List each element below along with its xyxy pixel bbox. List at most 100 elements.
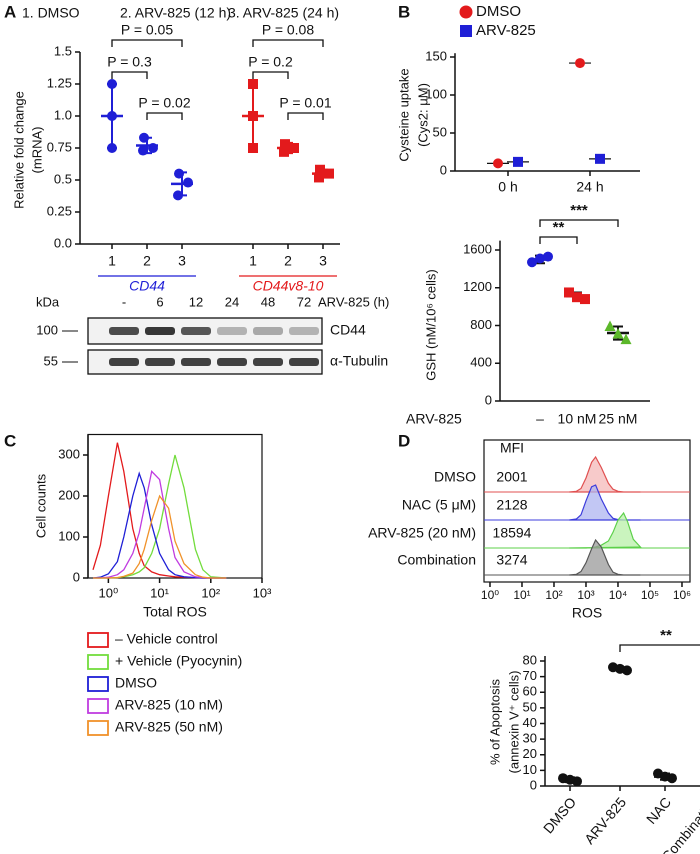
y-tick-label: 0 <box>485 392 492 407</box>
legend-swatch <box>87 698 109 714</box>
panel-label: A <box>4 2 16 21</box>
y-axis-label: (mRNA) <box>29 127 44 174</box>
y-tick-label: 80 <box>523 652 537 667</box>
y-axis-label: % of Apoptosis <box>487 679 502 765</box>
condition-label: 1. DMSO <box>22 5 80 21</box>
x-tick-label: 2 <box>284 253 292 269</box>
row-label: ARV-825 (20 nM) <box>368 525 476 541</box>
x-tick-label: 3 <box>178 253 186 269</box>
x-axis-label: Total ROS <box>143 604 207 620</box>
y-axis-label: Cysteine uptake <box>396 68 411 161</box>
y-tick-label: 0.25 <box>47 203 72 218</box>
legend-label: ARV-825 (50 nM) <box>115 719 223 735</box>
panel-label: B <box>398 2 410 21</box>
y-tick-label: 1.0 <box>54 107 72 122</box>
significance-label: P = 0.2 <box>248 54 293 70</box>
y-tick-label: 800 <box>470 317 492 332</box>
x-tick-label: 10⁴ <box>609 588 628 602</box>
x-tick-label: ARV-825 <box>581 794 629 847</box>
y-tick-label: 40 <box>523 715 537 730</box>
y-tick-label: 50 <box>433 124 447 139</box>
y-tick-label: 100 <box>58 528 80 543</box>
significance-label: ** <box>660 627 672 644</box>
y-tick-label: 0 <box>73 569 80 584</box>
x-tick-label: 10² <box>545 588 562 602</box>
y-tick-label: 300 <box>58 446 80 461</box>
significance-label: *** <box>570 202 588 219</box>
significance-bracket <box>252 39 324 47</box>
y-tick-label: 0 <box>440 162 447 177</box>
blot-treatment: ARV-825 (h) <box>318 294 389 309</box>
data-point <box>572 292 582 303</box>
row-label: NAC (5 μM) <box>402 497 476 513</box>
x-tick-label: 24 h <box>576 179 603 195</box>
legend-label: – Vehicle control <box>115 631 218 647</box>
histogram-area <box>569 538 641 576</box>
legend-label: ARV-825 (10 nM) <box>115 697 223 713</box>
significance-label: P = 0.3 <box>107 54 152 70</box>
significance-bracket <box>146 112 183 120</box>
legend-marker <box>459 5 473 19</box>
data-point <box>513 156 523 167</box>
x-tick-label: 1 <box>249 253 257 269</box>
error-bar <box>107 83 117 149</box>
panel-label: D <box>398 431 410 450</box>
x-tick-label: 25 nM <box>599 411 638 427</box>
lane-label: 24 <box>225 294 239 309</box>
group-label: CD44 <box>129 278 165 294</box>
significance-bracket <box>111 71 148 79</box>
y-tick-label: 30 <box>523 731 537 746</box>
significance-bracket <box>252 71 289 79</box>
blot-band <box>253 327 283 335</box>
blot-band <box>289 358 319 366</box>
error-bar <box>177 171 187 197</box>
histogram-area <box>569 511 642 549</box>
x-tick-label: 3 <box>319 253 327 269</box>
data-point <box>280 139 290 150</box>
legend-label: + Vehicle (Pyocynin) <box>115 653 242 669</box>
legend-swatch <box>87 720 109 736</box>
y-tick-label: 50 <box>523 699 537 714</box>
data-point <box>527 257 537 268</box>
x-tick-label: DMSO <box>540 794 579 837</box>
y-tick-label: 0.0 <box>54 235 72 250</box>
data-point <box>279 146 289 157</box>
y-tick-label: 0.75 <box>47 139 72 154</box>
x-tick-label: 10¹ <box>513 588 530 602</box>
row-label: DMSO <box>434 469 476 485</box>
data-point <box>595 153 605 164</box>
mfi-value: 2128 <box>496 497 527 513</box>
x-tick-label: 1 <box>108 253 116 269</box>
data-point <box>615 663 625 674</box>
protein-label: α-Tubulin <box>330 353 388 369</box>
condition-label: 2. ARV-825 (12 h) <box>120 5 231 21</box>
error-bar <box>248 83 258 149</box>
blot-marker: 100 <box>36 322 58 337</box>
significance-bracket <box>619 644 700 652</box>
blot-marker: 55 <box>44 353 58 368</box>
lane-label: 48 <box>261 294 275 309</box>
blot-band <box>253 358 283 366</box>
x-tick-label: 10⁰ <box>99 585 119 600</box>
blot-unit: kDa <box>36 294 60 309</box>
blot-band <box>109 327 139 335</box>
lane-label: 72 <box>297 294 311 309</box>
mfi-header: MFI <box>500 440 524 456</box>
x-tick-label: NAC <box>643 794 674 827</box>
lane-label: - <box>122 294 126 309</box>
histogram-line <box>93 454 227 579</box>
data-point <box>183 177 193 188</box>
y-axis-label: Cell counts <box>33 473 48 538</box>
y-axis-label: Relative fold change <box>11 91 26 209</box>
mfi-value: 18594 <box>493 525 532 541</box>
y-tick-label: 150 <box>425 48 447 63</box>
blot-band <box>145 358 175 366</box>
histogram-area <box>569 484 641 521</box>
x-tick-label: 2 <box>143 253 151 269</box>
legend-swatch <box>87 632 109 648</box>
mfi-value: 3274 <box>496 552 527 568</box>
significance-label: P = 0.05 <box>121 22 174 38</box>
legend-marker <box>460 25 472 37</box>
y-tick-label: 1200 <box>463 279 492 294</box>
